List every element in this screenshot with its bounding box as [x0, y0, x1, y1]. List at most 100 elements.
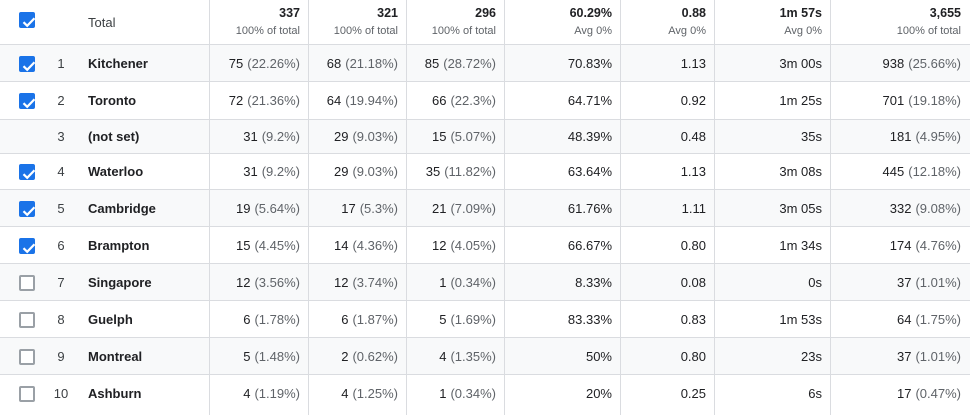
- metric-cell-5: 0.25: [681, 375, 706, 411]
- table-row[interactable]: 5 Cambridge 19 (5.64%) 17 (5.3%) 21 (7.09%) 61.7…: [0, 189, 970, 226]
- header-metric-4[interactable]: 60.29% Avg 0%: [570, 0, 612, 44]
- row-checkbox[interactable]: [19, 275, 35, 291]
- metric-percent: (4.05%): [450, 237, 496, 253]
- row-index: 6: [57, 237, 65, 253]
- metric-cell-2: 29 (9.03%): [334, 120, 398, 153]
- row-checkbox[interactable]: [19, 386, 35, 402]
- table-row[interactable]: 8 Guelph 6 (1.78%) 6 (1.87%) 5 (1.69%) 83.33% 0.8…: [0, 300, 970, 337]
- metric-cell-4: 83.33%: [568, 301, 612, 337]
- table-row[interactable]: 2 Toronto 72 (21.36%) 64 (19.94%) 66 (22.3%) 64.…: [0, 81, 970, 119]
- header-metric-6[interactable]: 1m 57s Avg 0%: [780, 0, 822, 44]
- metric-cell-2: 17 (5.3%): [341, 190, 398, 226]
- row-checkbox[interactable]: [19, 312, 35, 328]
- row-city-name: Cambridge: [88, 200, 156, 216]
- row-checkbox[interactable]: [19, 238, 36, 254]
- row-checkbox[interactable]: [19, 164, 36, 180]
- header-metric-3[interactable]: 296 100% of total: [432, 0, 496, 44]
- metric-percent: (4.76%): [915, 237, 961, 253]
- check-icon: [22, 17, 36, 28]
- header-metric-5[interactable]: 0.88 Avg 0%: [668, 0, 706, 44]
- metric-value: 29: [334, 129, 349, 144]
- header-metric-subtitle: 100% of total: [333, 25, 398, 37]
- metric-cell-3: 35 (11.82%): [426, 154, 496, 189]
- metric-value: 70.83%: [567, 55, 612, 71]
- row-index: 1: [57, 55, 65, 71]
- row-city-name: Singapore: [88, 274, 152, 290]
- metric-value: 2: [341, 348, 349, 364]
- header-metric-subtitle: Avg 0%: [784, 25, 822, 37]
- table-row[interactable]: 4 Waterloo 31 (9.2%) 29 (9.03%) 35 (11.82%) 63.6…: [0, 153, 970, 189]
- metric-percent: (9.03%): [352, 129, 398, 144]
- metric-value: 701: [882, 93, 905, 108]
- metric-cell-6: 6s: [808, 375, 822, 411]
- metric-cell-5: 0.83: [681, 301, 706, 337]
- metric-percent: (1.01%): [915, 348, 961, 364]
- header-metric-1[interactable]: 337 100% of total: [236, 0, 300, 44]
- row-index: 10: [53, 385, 69, 401]
- select-all-checkbox[interactable]: [19, 12, 36, 28]
- metric-percent: (9.2%): [261, 164, 300, 179]
- metric-value: 23s: [801, 348, 822, 364]
- header-metric-total: 0.88: [681, 6, 706, 20]
- metric-cell-5: 0.80: [681, 227, 706, 263]
- header-metric-7[interactable]: 3,655 100% of total: [897, 0, 961, 44]
- header-metric-2[interactable]: 321 100% of total: [334, 0, 398, 44]
- metric-value: 19: [236, 200, 251, 216]
- table-row[interactable]: 3 (not set) 31 (9.2%) 29 (9.03%) 15 (5.07%) 48.3…: [0, 119, 970, 153]
- metric-value: 0.80: [680, 237, 706, 253]
- row-checkbox[interactable]: [19, 56, 36, 72]
- metric-cell-2: 14 (4.36%): [334, 227, 398, 263]
- metric-percent: (22.26%): [247, 55, 300, 71]
- metric-cell-2: 6 (1.87%): [341, 301, 398, 337]
- metric-cell-7: 37 (1.01%): [897, 264, 961, 300]
- header-metric-subtitle: 100% of total: [896, 25, 961, 37]
- table-row[interactable]: 6 Brampton 15 (4.45%) 14 (4.36%) 12 (4.05%) 66.6…: [0, 226, 970, 263]
- metric-cell-7: 938 (25.66%): [883, 45, 961, 81]
- metric-value: 1m 25s: [779, 93, 822, 108]
- metric-percent: (28.72%): [443, 55, 496, 71]
- metric-value: 1: [439, 385, 447, 401]
- metric-percent: (1.78%): [254, 311, 300, 327]
- metric-cell-5: 0.48: [681, 120, 706, 153]
- row-checkbox[interactable]: [19, 201, 36, 217]
- header-metric-total: 60.29%: [569, 6, 612, 20]
- header-metric-subtitle: 100% of total: [235, 25, 300, 37]
- check-icon: [22, 169, 36, 180]
- metric-cell-1: 12 (3.56%): [236, 264, 300, 300]
- row-checkbox[interactable]: [19, 93, 36, 109]
- table-row[interactable]: 7 Singapore 12 (3.56%) 12 (3.74%) 1 (0.34%) 8.33…: [0, 263, 970, 300]
- row-index: 4: [57, 164, 65, 179]
- metric-value: 85: [424, 55, 440, 71]
- metric-value: 68: [326, 55, 342, 71]
- table-row[interactable]: 1 Kitchener 75 (22.26%) 68 (21.18%) 85 (28.72%)…: [0, 44, 970, 81]
- metric-value: 174: [889, 237, 912, 253]
- metric-value: 0s: [808, 274, 822, 290]
- row-index: 3: [57, 129, 65, 144]
- table-row[interactable]: 10 Ashburn 4 (1.19%) 4 (1.25%) 1 (0.34%) 20% 0.25…: [0, 374, 970, 411]
- column-divider: [406, 0, 407, 415]
- metric-value: 0.83: [680, 311, 706, 327]
- row-city-name: Kitchener: [88, 55, 148, 71]
- metric-value: 938: [882, 55, 905, 71]
- metric-percent: (0.34%): [450, 274, 496, 290]
- metric-cell-2: 2 (0.62%): [341, 338, 398, 374]
- metric-percent: (1.35%): [450, 348, 496, 364]
- metric-cell-5: 1.13: [681, 154, 706, 189]
- metric-cell-1: 75 (22.26%): [229, 45, 300, 81]
- metric-cell-3: 21 (7.09%): [432, 190, 496, 226]
- metric-cell-7: 181 (4.95%): [890, 120, 961, 153]
- metric-value: 14: [334, 237, 349, 253]
- metric-value: 15: [432, 129, 447, 144]
- metric-value: 6: [341, 311, 349, 327]
- metric-value: 6s: [808, 385, 822, 401]
- header-metric-total: 1m 57s: [779, 6, 822, 20]
- metric-percent: (9.2%): [261, 129, 300, 144]
- table-row[interactable]: 9 Montreal 5 (1.48%) 2 (0.62%) 4 (1.35%) 50% 0.80…: [0, 337, 970, 374]
- metric-cell-2: 68 (21.18%): [327, 45, 398, 81]
- metric-percent: (5.64%): [254, 200, 300, 216]
- metric-percent: (3.56%): [254, 274, 300, 290]
- metric-percent: (0.34%): [450, 385, 496, 401]
- metric-cell-6: 0s: [808, 264, 822, 300]
- row-checkbox[interactable]: [19, 349, 35, 365]
- metric-percent: (5.3%): [359, 200, 398, 216]
